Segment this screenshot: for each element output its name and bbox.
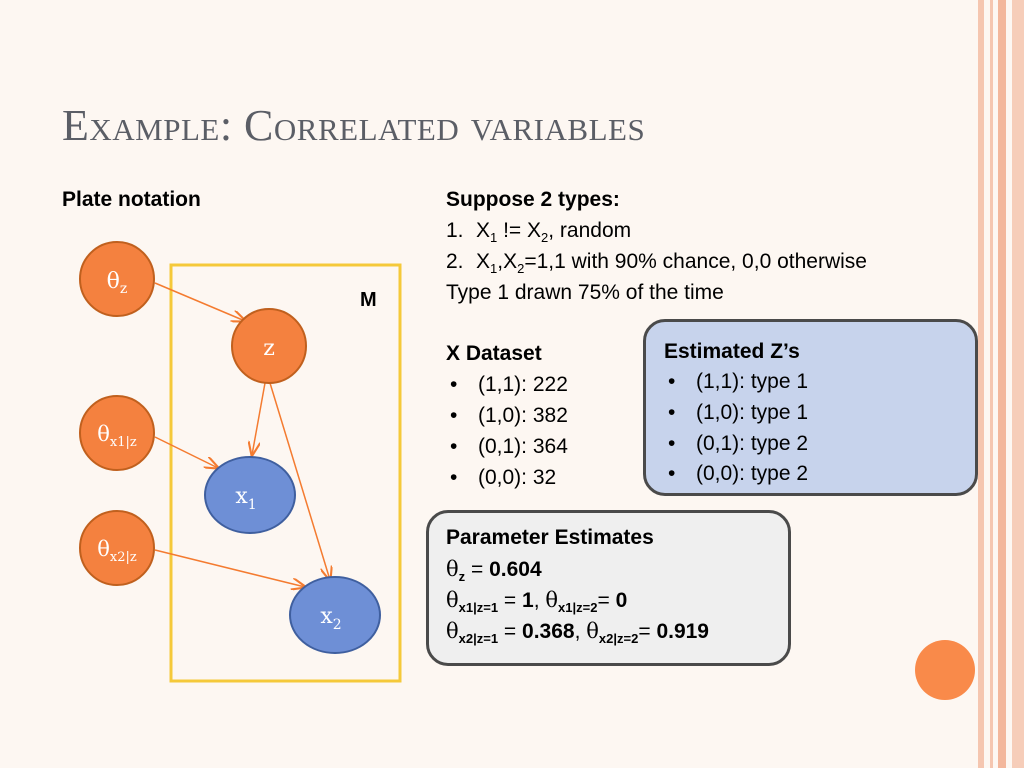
node-x2: x2 xyxy=(289,576,381,654)
param-theta-x1: θx1|z=1 = 1, θx1|z=2= 0 xyxy=(446,588,628,616)
type-note: Type 1 drawn 75% of the time xyxy=(446,281,724,304)
slide-title: Example: Correlated variables xyxy=(62,101,646,150)
plate-rectangle xyxy=(169,263,402,683)
svg-text:θz: θz xyxy=(107,269,128,297)
svg-text:θx1|z: θx1|z xyxy=(97,422,137,450)
decor-stripe-1 xyxy=(978,0,984,768)
svg-text:z: z xyxy=(263,336,275,361)
dataset-heading: X Dataset xyxy=(446,342,542,365)
plate-label: M xyxy=(360,289,377,311)
decor-stripe-4 xyxy=(1012,0,1024,768)
estimated-z-item: • (0,0): type 2 xyxy=(668,462,809,485)
edge-z-x2 xyxy=(269,382,330,580)
param-theta-x2: θx2|z=1 = 0.368, θx2|z=2= 0.919 xyxy=(446,619,709,647)
dataset-item: • (1,1): 222 xyxy=(450,373,568,396)
estimated-z-heading: Estimated Z’s xyxy=(664,340,800,363)
types-heading: Suppose 2 types: xyxy=(446,188,620,211)
decor-orange-circle xyxy=(915,640,975,700)
node-z: z xyxy=(231,308,307,384)
decor-stripe-3 xyxy=(998,0,1006,768)
svg-text:x2: x2 xyxy=(320,604,341,633)
param-theta-z: θz = 0.604 xyxy=(446,557,542,585)
estimated-z-item: • (0,1): type 2 xyxy=(668,432,809,455)
plate-diagram: M θz z θx1|z x1 θx2|z x2 xyxy=(79,241,402,683)
estimated-z-item: • (1,0): type 1 xyxy=(668,401,809,424)
estimated-z-box xyxy=(643,319,978,496)
svg-text:θx2|z: θx2|z xyxy=(97,537,137,565)
edge-z-x1 xyxy=(252,382,266,455)
node-theta-z: θz xyxy=(79,241,155,317)
decor-stripe-2 xyxy=(990,0,993,768)
parameter-estimates-heading: Parameter Estimates xyxy=(446,526,654,549)
plate-notation-heading: Plate notation xyxy=(62,188,201,211)
dataset-item: • (0,0): 32 xyxy=(450,466,557,489)
parameter-estimates-box xyxy=(426,510,791,666)
node-theta-x1: θx1|z xyxy=(79,395,155,471)
edge-thetax2-x2 xyxy=(154,549,305,587)
estimated-z-item: • (1,1): type 1 xyxy=(668,370,809,393)
type-1-line: 1. X1 != X2, random xyxy=(446,219,632,246)
node-theta-x2: θx2|z xyxy=(79,510,155,586)
node-x1: x1 xyxy=(204,456,296,534)
edge-thetaz-z xyxy=(154,282,245,321)
svg-text:x1: x1 xyxy=(235,484,256,513)
edge-thetax1-x1 xyxy=(154,436,218,468)
dataset-item: • (0,1): 364 xyxy=(450,435,568,458)
type-2-line: 2. X1,X2=1,1 with 90% chance, 0,0 otherwi… xyxy=(446,250,867,277)
dataset-item: • (1,0): 382 xyxy=(450,404,568,427)
